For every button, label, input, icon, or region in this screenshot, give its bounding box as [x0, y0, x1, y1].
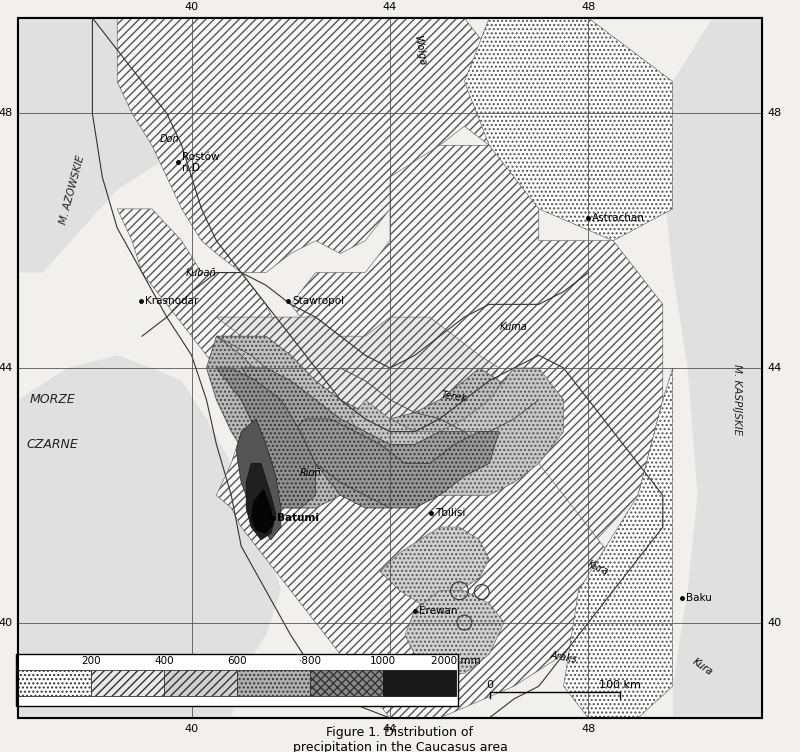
Polygon shape	[663, 18, 762, 718]
Text: Araks: Araks	[550, 650, 578, 665]
Polygon shape	[350, 368, 563, 496]
Text: Terek: Terek	[441, 390, 468, 403]
Polygon shape	[380, 527, 490, 603]
Text: Kubañ: Kubañ	[186, 268, 217, 277]
Text: 400: 400	[154, 656, 174, 666]
Polygon shape	[216, 336, 499, 496]
Bar	[18, 670, 91, 696]
Text: MORZE: MORZE	[30, 393, 75, 406]
Text: 200: 200	[81, 656, 101, 666]
Text: Baku: Baku	[686, 593, 711, 603]
Text: Rostów
n.D.: Rostów n.D.	[182, 152, 219, 173]
Text: Stawropol: Stawropol	[292, 296, 345, 306]
Polygon shape	[118, 209, 290, 400]
Bar	[383, 670, 456, 696]
Text: Krasnodar: Krasnodar	[145, 296, 198, 306]
Text: Tbilisi: Tbilisi	[435, 508, 466, 518]
Text: Kuma: Kuma	[500, 322, 528, 332]
Bar	[237, 670, 310, 696]
Polygon shape	[206, 336, 341, 508]
Text: 48: 48	[582, 724, 595, 734]
Text: 44: 44	[0, 363, 13, 373]
Text: Don: Don	[159, 134, 179, 144]
Text: Kura: Kura	[690, 656, 714, 678]
Text: CZARNE: CZARNE	[27, 438, 78, 451]
Polygon shape	[18, 355, 281, 718]
Text: Wołga: Wołga	[412, 34, 427, 65]
Text: 600: 600	[227, 656, 247, 666]
Polygon shape	[216, 368, 315, 508]
Polygon shape	[216, 336, 514, 496]
Polygon shape	[242, 368, 479, 508]
Text: 44: 44	[383, 2, 397, 12]
Text: Figure 1. Distribution of
precipitation in the Caucasus area: Figure 1. Distribution of precipitation …	[293, 726, 507, 752]
Text: 44: 44	[767, 363, 782, 373]
Text: Batumi: Batumi	[278, 513, 319, 523]
Text: M. AZOWSKIE: M. AZOWSKIE	[58, 154, 86, 226]
Text: 0: 0	[486, 680, 494, 690]
Polygon shape	[236, 419, 281, 540]
Polygon shape	[18, 18, 182, 272]
Text: Erewan: Erewan	[419, 606, 458, 616]
Polygon shape	[290, 419, 499, 508]
Text: 44: 44	[383, 724, 397, 734]
Text: ·800: ·800	[298, 656, 322, 666]
Bar	[310, 670, 383, 696]
Polygon shape	[118, 18, 539, 272]
Text: 40: 40	[185, 2, 198, 12]
Polygon shape	[216, 368, 614, 718]
Polygon shape	[563, 368, 673, 718]
Text: 40: 40	[185, 724, 198, 734]
Text: 40: 40	[0, 617, 13, 628]
Text: 48: 48	[0, 108, 13, 119]
Polygon shape	[216, 317, 499, 432]
Text: Rioñ: Rioñ	[300, 468, 322, 478]
Text: Kura: Kura	[586, 559, 610, 578]
Polygon shape	[290, 145, 663, 674]
Text: Astrachan: Astrachan	[593, 214, 646, 223]
Bar	[91, 670, 164, 696]
Text: 40: 40	[767, 617, 781, 628]
Polygon shape	[246, 463, 276, 540]
Polygon shape	[405, 591, 504, 674]
Text: 48: 48	[767, 108, 782, 119]
Polygon shape	[464, 18, 673, 241]
Text: 48: 48	[582, 2, 595, 12]
Text: 2000 mm: 2000 mm	[431, 656, 481, 666]
Text: M. KASPIJSKIE: M. KASPIJSKIE	[732, 364, 742, 435]
Polygon shape	[251, 489, 274, 533]
Text: 100 km: 100 km	[599, 680, 641, 690]
Bar	[16, 654, 458, 706]
Bar	[164, 670, 237, 696]
Text: 1000: 1000	[370, 656, 396, 666]
